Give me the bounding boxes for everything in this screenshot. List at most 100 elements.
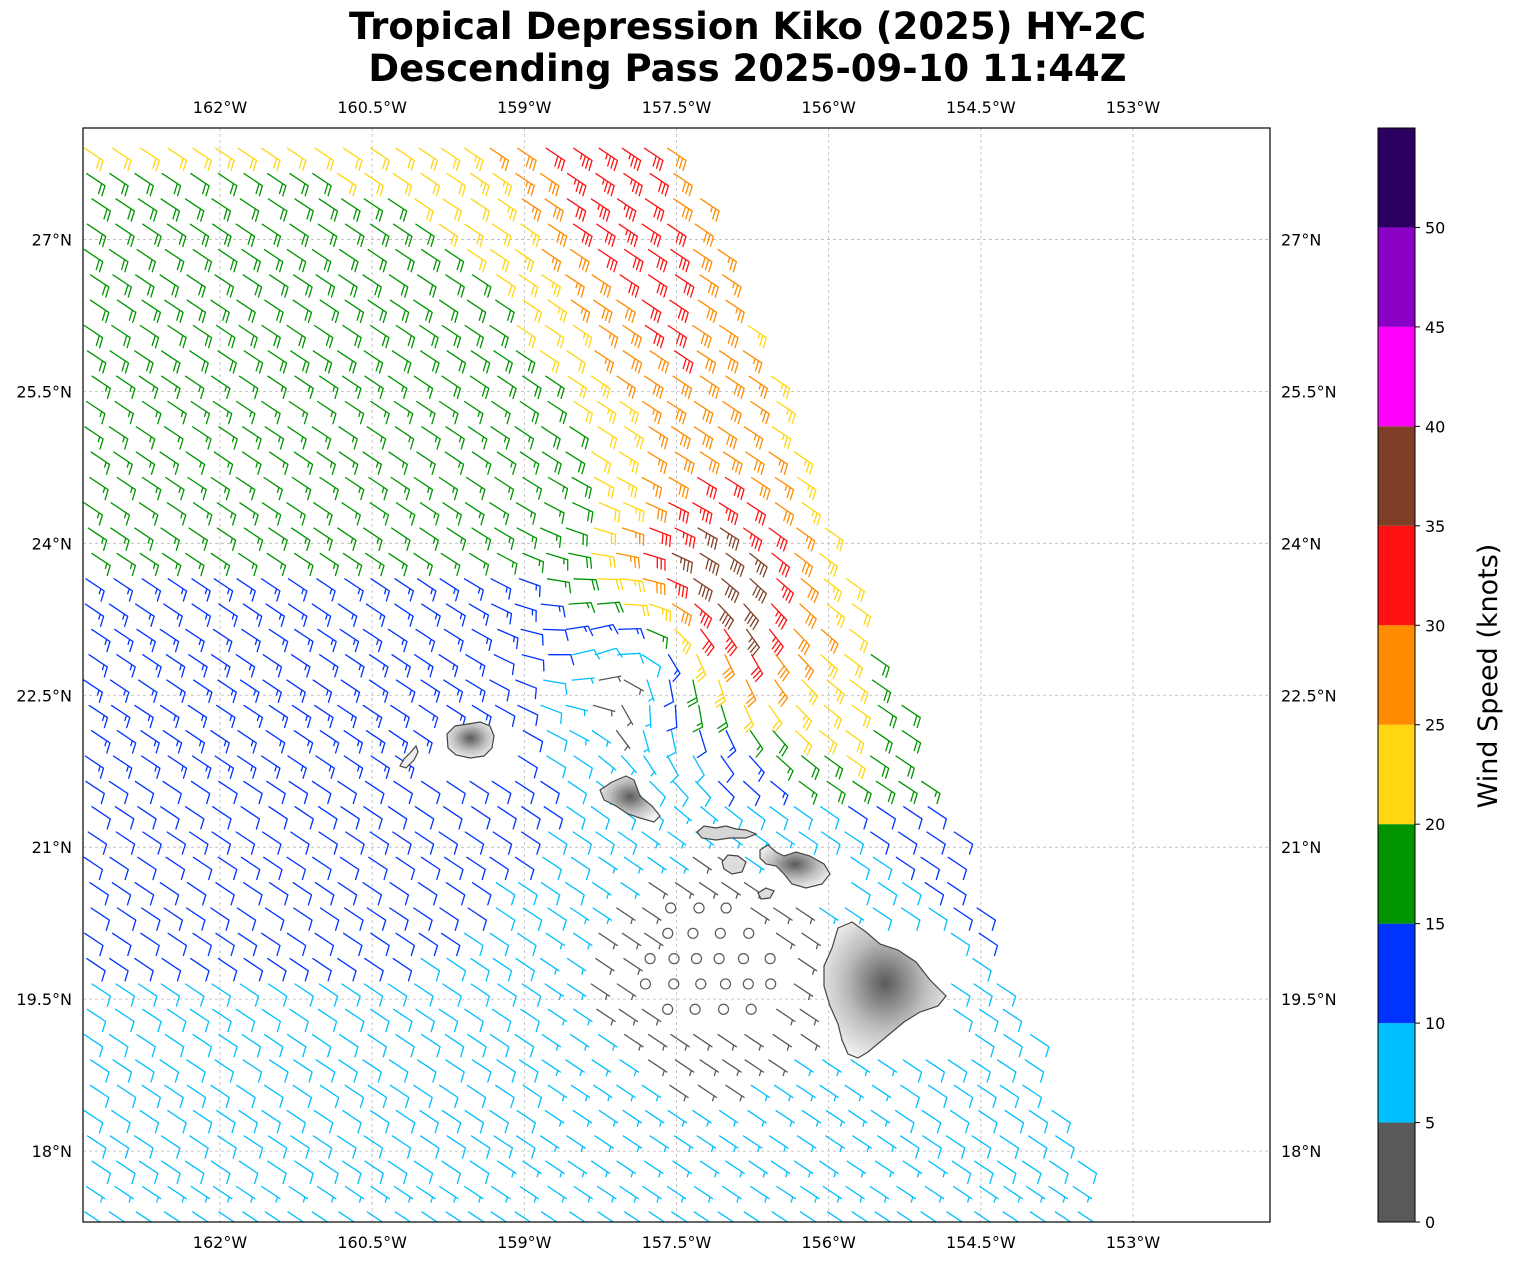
wind-barb	[338, 426, 358, 450]
wind-barb	[134, 780, 155, 805]
wind-barb	[471, 628, 493, 652]
wind-barb	[673, 172, 693, 197]
wind-barb	[774, 679, 789, 707]
wind-barb	[83, 1033, 104, 1058]
wind-barb	[547, 476, 569, 500]
wind-barb	[518, 578, 541, 598]
wind-barb	[801, 502, 822, 526]
wind-barb	[722, 1059, 742, 1077]
wind-barb	[515, 957, 535, 982]
wind-barb	[188, 654, 208, 678]
wind-barb	[337, 527, 357, 551]
wind-barb	[700, 806, 719, 825]
wind-barb	[649, 527, 672, 548]
wind-barb	[673, 350, 694, 374]
wind-barb	[750, 1084, 771, 1102]
wind-barb	[192, 502, 213, 526]
lon-tick-label-top: 159°W	[497, 98, 552, 117]
wind-barb	[869, 755, 890, 779]
wind-barb-calm	[765, 978, 777, 990]
wind-barb	[642, 730, 650, 753]
wind-barb	[642, 907, 662, 925]
axis-labels: 162°W 162°W 160.5°W 160.5°W 159°W 159°W 157.5°…	[16, 98, 1336, 1252]
wind-barb	[902, 1059, 923, 1083]
colorbar-tick-label: 5	[1425, 1114, 1435, 1133]
wind-barb	[619, 274, 640, 298]
wind-barb	[643, 755, 657, 777]
wind-barb	[311, 603, 332, 627]
wind-barb	[667, 147, 687, 172]
wind-barb	[112, 1059, 133, 1083]
wind-barb	[263, 1033, 284, 1058]
wind-barb	[140, 932, 160, 957]
wind-barb	[316, 1185, 337, 1203]
wind-barb	[976, 907, 997, 931]
wind-barb	[519, 1185, 540, 1203]
wind-barb	[565, 274, 585, 298]
wind-barb	[996, 1059, 1017, 1083]
wind-barb	[211, 831, 232, 855]
wind-barb	[263, 248, 284, 273]
wind-barb	[217, 350, 237, 374]
wind-barb	[546, 755, 567, 779]
wind-barb	[519, 451, 540, 475]
wind-barb	[1022, 1084, 1043, 1109]
wind-barb	[111, 324, 131, 349]
wind-barb	[694, 223, 715, 248]
wind-barb	[723, 628, 738, 657]
wind-barb	[1025, 1185, 1046, 1203]
wind-barb	[820, 654, 839, 680]
wind-barb	[545, 932, 566, 950]
wind-barb	[394, 1211, 412, 1222]
wind-barb	[192, 147, 212, 172]
wind-barb	[978, 932, 999, 957]
wind-barb	[215, 324, 236, 349]
wind-barb	[1055, 1135, 1075, 1159]
wind-barb	[362, 274, 382, 298]
wind-barb	[514, 603, 537, 622]
wind-barb	[188, 527, 209, 551]
wind-barb	[469, 1160, 490, 1185]
wind-barb	[744, 1059, 765, 1077]
wind-barb	[569, 426, 589, 450]
wind-barb	[236, 1084, 256, 1109]
wind-barb	[823, 704, 843, 730]
wind-barb	[236, 578, 256, 602]
wind-barb	[669, 299, 689, 324]
wind-barb	[89, 299, 110, 324]
wind-barb	[141, 299, 162, 324]
wind-barb	[264, 1211, 282, 1222]
lon-tick-label-top: 156°W	[801, 98, 856, 117]
wind-barb	[84, 1211, 102, 1222]
wind-barb	[793, 451, 814, 475]
wind-barb	[319, 1084, 340, 1109]
wind-barb	[110, 502, 131, 526]
wind-barb	[469, 552, 490, 576]
wind-barb	[337, 603, 358, 627]
wind-barb	[317, 1008, 338, 1033]
wind-barb	[316, 400, 337, 425]
wind-barb	[318, 831, 338, 855]
wind-barb	[185, 730, 206, 754]
wind-barb	[514, 426, 535, 450]
wind-barb	[344, 476, 365, 501]
wind-barb	[522, 730, 544, 753]
wind-barb	[109, 350, 130, 374]
wind-barb	[362, 451, 383, 475]
wind-barb	[241, 628, 261, 653]
wind-barb	[621, 704, 634, 727]
wind-barb	[465, 679, 486, 703]
wind-barb	[134, 350, 154, 374]
wind-barb	[539, 172, 560, 197]
wind-barb	[618, 1008, 639, 1026]
wind-barb	[166, 223, 187, 248]
wind-barb	[947, 1059, 968, 1083]
wind-barb	[241, 1033, 262, 1058]
wind-barb	[87, 831, 108, 855]
wind-barb	[569, 907, 590, 925]
lon-tick-label-top: 153°W	[1106, 98, 1161, 117]
wind-barb	[849, 679, 869, 704]
wind-barb	[417, 274, 437, 298]
wind-barb	[242, 451, 262, 475]
wind-barb	[440, 932, 461, 957]
